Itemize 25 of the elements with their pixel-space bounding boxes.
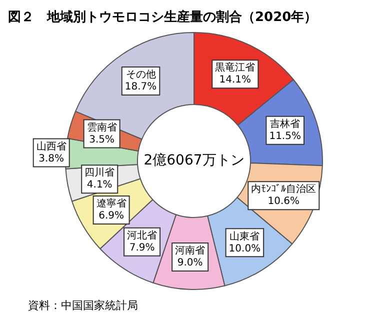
slice-label: 雲南省 <box>86 121 117 134</box>
slice-label: 四川省 <box>84 166 115 179</box>
slice-label: 山西省 <box>36 140 66 152</box>
data-label: 11.5% <box>269 130 301 142</box>
slice-label: 遼寧省 <box>96 198 126 210</box>
data-label: 10.6% <box>268 196 300 208</box>
slice-label: その他 <box>126 68 156 81</box>
slice-label: 河南省 <box>175 244 206 257</box>
data-label: 4.1% <box>86 180 112 191</box>
data-label: 6.9% <box>98 210 124 222</box>
slice-label: 山東省 <box>230 230 260 242</box>
data-label: 3.8% <box>38 153 64 164</box>
data-label: 18.7% <box>124 82 157 93</box>
slice-label: 黒竜江省 <box>215 62 256 74</box>
slice-label: 内ﾓﾝｺﾞﾙ自治区 <box>251 183 316 196</box>
slice-label: 吉林省 <box>270 118 300 130</box>
data-label: 14.1% <box>219 74 252 86</box>
data-label: 7.9% <box>129 242 155 254</box>
data-label: 3.5% <box>89 134 115 146</box>
slice-label: 河北省 <box>127 229 158 242</box>
data-label: 10.0% <box>228 243 261 254</box>
data-label: 9.0% <box>177 258 203 269</box>
text: 2億6067万トン <box>144 152 244 169</box>
text: 資料：中国国家統計局 <box>27 298 139 313</box>
chart-title: 図２ 地域別トウモロコシ生産量の割合（2020年） <box>8 8 318 27</box>
